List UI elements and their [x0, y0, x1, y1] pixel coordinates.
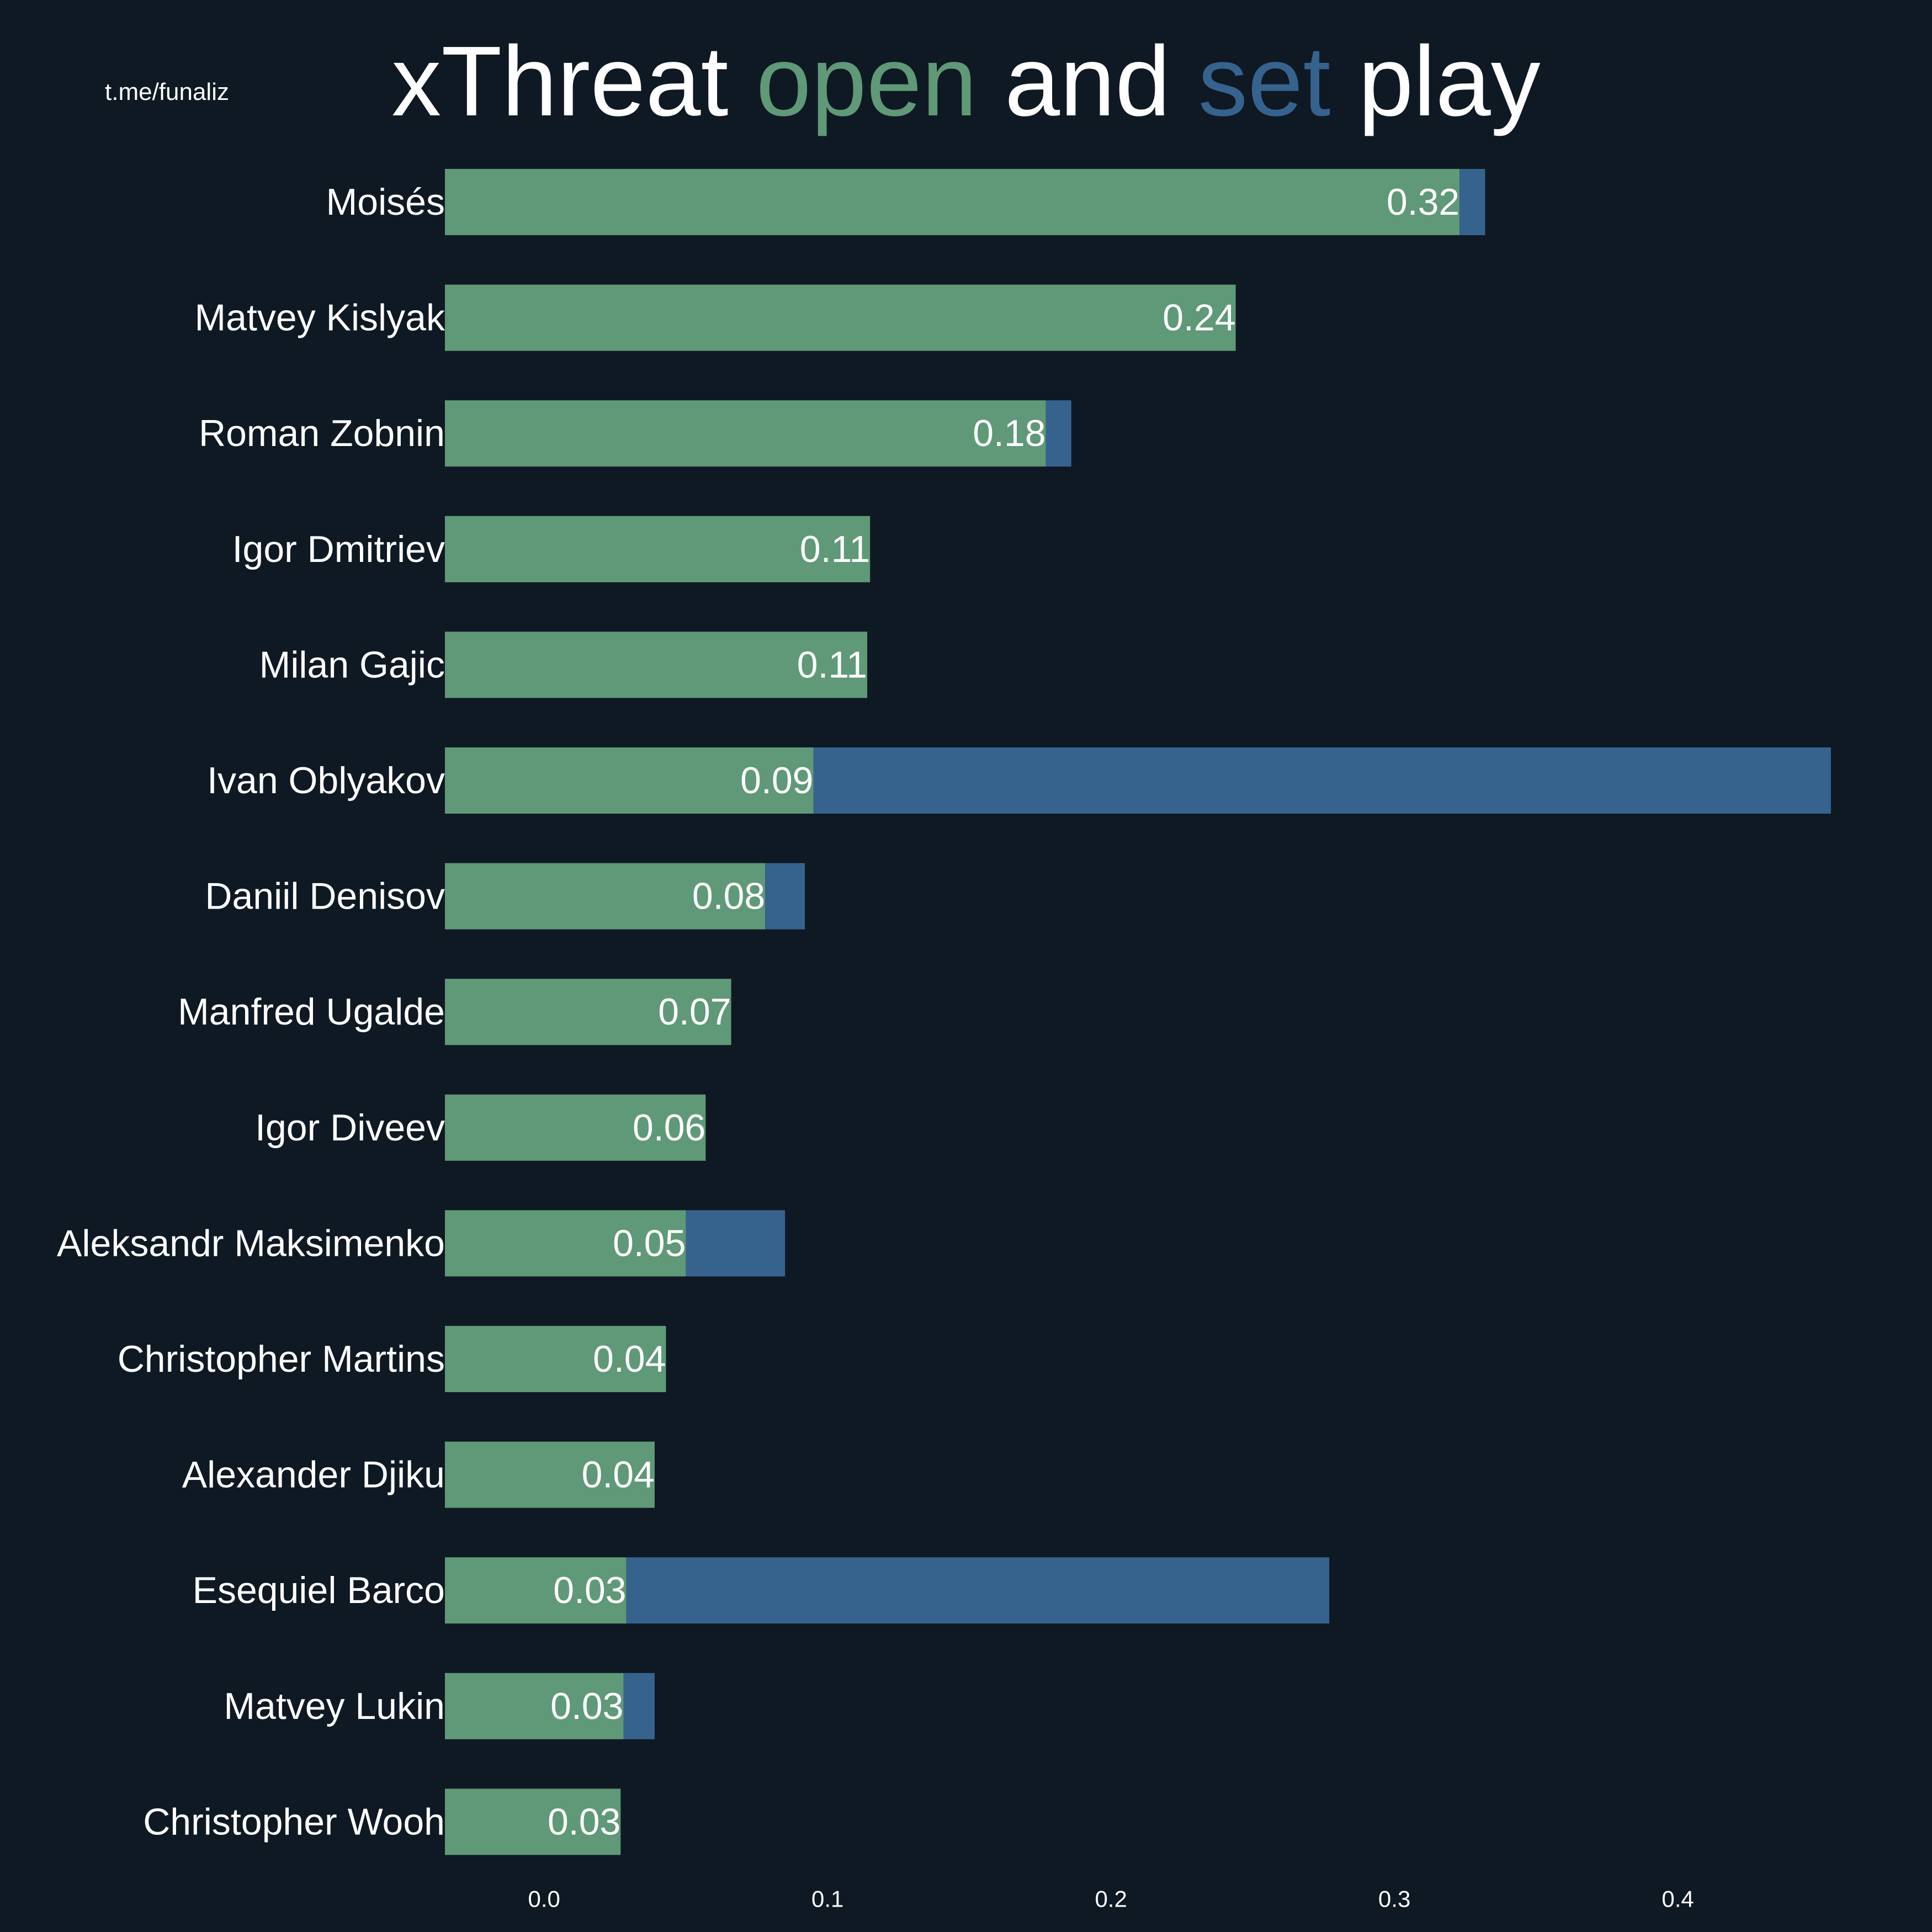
value-label-9: 0.05	[613, 1222, 686, 1264]
bar-set-5	[813, 747, 1831, 814]
bar-set-12	[626, 1557, 1330, 1624]
category-label-3: Igor Dmitriev	[232, 528, 445, 570]
category-label-8: Igor Diveev	[255, 1107, 445, 1149]
category-label-6: Daniil Denisov	[205, 875, 445, 917]
category-label-10: Christopher Martins	[118, 1338, 445, 1380]
watermark: t.me/funaliz	[105, 78, 229, 105]
bar-open-13	[445, 1673, 624, 1739]
x-tick-label-0: 0.0	[528, 1886, 560, 1912]
title-part-xthreat: xThreat	[391, 26, 756, 137]
bar-open-1	[445, 284, 1236, 351]
value-label-2: 0.18	[973, 412, 1045, 454]
x-tick-label-3: 0.3	[1378, 1886, 1410, 1912]
value-label-8: 0.06	[633, 1107, 705, 1149]
x-tick-label-2: 0.2	[1095, 1886, 1127, 1912]
chart-title: xThreat open and set play	[0, 26, 1932, 137]
bar-set-6	[765, 863, 805, 930]
category-label-2: Roman Zobnin	[199, 412, 445, 454]
bar-open-10	[445, 1326, 666, 1392]
value-label-10: 0.04	[593, 1338, 666, 1380]
bar-open-4	[445, 631, 868, 698]
bar-open-8	[445, 1094, 706, 1161]
value-label-14: 0.03	[548, 1801, 620, 1843]
category-label-1: Matvey Kislyak	[195, 297, 445, 339]
value-label-4: 0.11	[797, 644, 867, 686]
category-label-14: Christopher Wooh	[143, 1801, 445, 1843]
bar-open-2	[445, 400, 1046, 467]
bar-set-9	[686, 1210, 785, 1277]
category-label-4: Milan Gajic	[259, 644, 445, 686]
bar-open-11	[445, 1441, 655, 1508]
category-label-11: Alexander Djiku	[182, 1454, 445, 1496]
title-set-word: set	[1198, 26, 1331, 137]
title-part-and: and	[976, 26, 1198, 137]
category-label-5: Ivan Oblyakov	[207, 760, 445, 802]
bar-open-6	[445, 863, 766, 930]
x-tick-label-1: 0.1	[811, 1886, 843, 1912]
labels-layer: Moisés 0.32 Matvey Kislyak 0.24 Roman Zobnin…	[57, 181, 1459, 1843]
bar-open-9	[445, 1210, 686, 1277]
x-tick-label-4: 0.4	[1662, 1886, 1694, 1912]
value-label-11: 0.04	[582, 1454, 655, 1496]
bar-open-5	[445, 747, 814, 814]
value-label-1: 0.24	[1163, 297, 1235, 339]
value-label-6: 0.08	[692, 875, 765, 917]
category-label-9: Aleksandr Maksimenko	[57, 1222, 445, 1264]
x-axis-ticks: 0.0 0.1 0.2 0.3 0.4	[528, 1886, 1694, 1912]
value-label-0: 0.32	[1387, 181, 1459, 223]
category-label-0: Moisés	[326, 181, 445, 223]
bar-set-2	[1045, 400, 1071, 467]
bar-open-14	[445, 1788, 621, 1855]
bar-set-13	[623, 1673, 655, 1739]
value-label-3: 0.11	[800, 528, 870, 570]
value-label-5: 0.09	[740, 760, 813, 802]
bars-layer	[445, 169, 1831, 1855]
value-label-12: 0.03	[553, 1569, 626, 1611]
bar-open-12	[445, 1557, 627, 1624]
category-label-7: Manfred Ugalde	[178, 991, 445, 1033]
title-open-word: open	[756, 26, 977, 137]
value-label-7: 0.07	[658, 991, 731, 1033]
bar-open-0	[445, 169, 1460, 235]
category-label-13: Matvey Lukin	[224, 1685, 445, 1727]
title-part-play: play	[1330, 26, 1541, 137]
bar-set-0	[1459, 169, 1485, 235]
value-label-13: 0.03	[550, 1685, 623, 1727]
bar-open-3	[445, 516, 871, 582]
bar-open-7	[445, 979, 731, 1045]
category-label-12: Esequiel Barco	[193, 1569, 445, 1611]
